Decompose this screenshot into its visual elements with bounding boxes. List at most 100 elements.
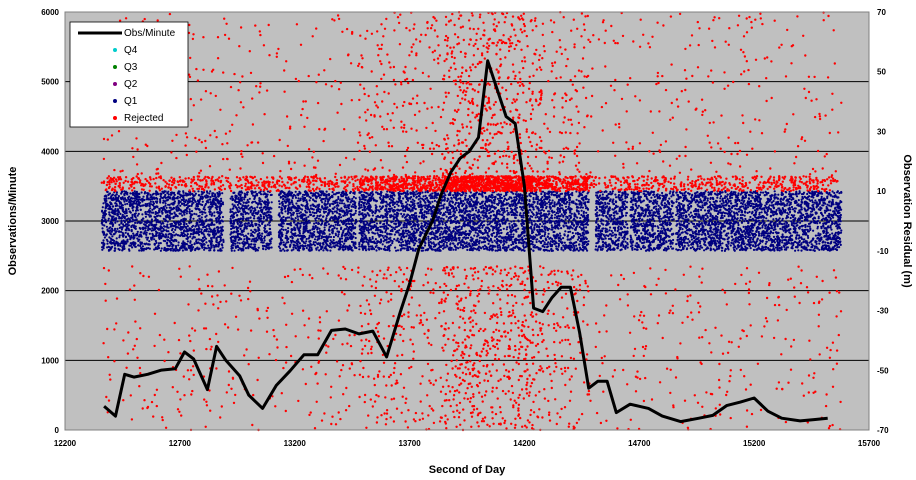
q1-point (294, 196, 298, 199)
q1-point (135, 190, 138, 193)
q1-point (219, 226, 222, 229)
q1-point (176, 197, 179, 200)
q1-point (304, 242, 307, 245)
q1-point (182, 198, 185, 201)
q1-point (215, 208, 218, 211)
q1-point (150, 238, 153, 241)
q1-point (314, 224, 317, 228)
q1-point (287, 209, 290, 212)
q1-point (101, 218, 104, 221)
q1-point (177, 209, 180, 212)
q1-point (191, 225, 194, 228)
q1-point (141, 226, 144, 229)
q1-point (371, 237, 374, 240)
q1-point (136, 230, 139, 233)
q1-point (230, 239, 233, 242)
q1-point (244, 247, 248, 250)
q1-point (233, 249, 236, 252)
q1-point (189, 241, 192, 244)
q1-point (257, 219, 260, 222)
q1-point (216, 228, 219, 232)
q1-point (296, 199, 299, 203)
q1-point (334, 193, 337, 196)
q1-point (119, 230, 123, 233)
q1-point (149, 198, 152, 201)
q1-point (127, 207, 130, 211)
q1-point (195, 231, 198, 234)
q1-point (287, 227, 290, 230)
q1-point (112, 198, 116, 201)
q1-point (147, 243, 150, 246)
q1-point (214, 229, 217, 233)
q1-point (129, 242, 132, 245)
q1-point (297, 234, 300, 237)
q1-point (462, 199, 465, 203)
q1-point (422, 204, 426, 207)
q1-point (166, 226, 169, 229)
q1-point (215, 196, 218, 199)
q1-point (506, 226, 509, 229)
q1-point (284, 210, 287, 213)
q1-point (104, 213, 108, 216)
q1-point (221, 225, 224, 228)
q1-point (159, 242, 162, 245)
q1-point (342, 249, 345, 252)
q1-point (113, 249, 116, 252)
q1-point (191, 229, 194, 232)
q1-point (541, 196, 544, 199)
q1-point (107, 219, 110, 222)
q1-point (379, 197, 382, 201)
q1-point (514, 193, 518, 196)
q1-point (125, 227, 128, 230)
q1-point (128, 210, 131, 213)
q1-point (251, 212, 254, 216)
q1-point (239, 217, 242, 221)
q1-point (237, 226, 240, 229)
q1-point (256, 238, 259, 241)
q1-point (140, 231, 143, 234)
q1-point (172, 224, 175, 227)
q1-point (213, 201, 216, 204)
q1-point (177, 202, 180, 205)
q1-point (181, 244, 184, 247)
q1-point (113, 244, 116, 247)
q1-point (141, 204, 144, 207)
q1-point (308, 199, 311, 202)
q1-point (169, 225, 172, 228)
q1-point (410, 200, 413, 203)
q1-point (420, 222, 423, 225)
q1-point (142, 217, 145, 220)
q1-point (109, 214, 112, 217)
q1-point (292, 211, 295, 214)
q1-point (249, 211, 252, 214)
q1-point (349, 191, 352, 195)
q1-point (539, 206, 543, 209)
q1-point (168, 211, 171, 214)
q1-point (143, 192, 146, 195)
q1-point (338, 237, 342, 240)
q1-point (134, 245, 137, 248)
q1-point (122, 224, 125, 227)
q1-point (217, 249, 220, 252)
q1-point (200, 244, 203, 247)
q1-point (328, 204, 331, 207)
q1-point (219, 236, 222, 239)
q1-point (119, 244, 122, 247)
q1-point (131, 218, 134, 221)
q1-point (133, 243, 136, 246)
q1-point (142, 232, 145, 235)
q1-point (336, 211, 339, 214)
q1-point (334, 234, 338, 237)
q1-point (106, 190, 109, 194)
q1-point (450, 239, 453, 242)
q1-point (268, 243, 271, 246)
q1-point (138, 192, 141, 195)
q1-point (289, 244, 292, 247)
q1-point (119, 212, 122, 215)
q1-point (108, 211, 111, 214)
q1-point (315, 195, 319, 198)
q1-point (197, 233, 201, 236)
q1-point (209, 190, 212, 193)
q1-point (371, 214, 374, 217)
q1-point (138, 201, 142, 204)
